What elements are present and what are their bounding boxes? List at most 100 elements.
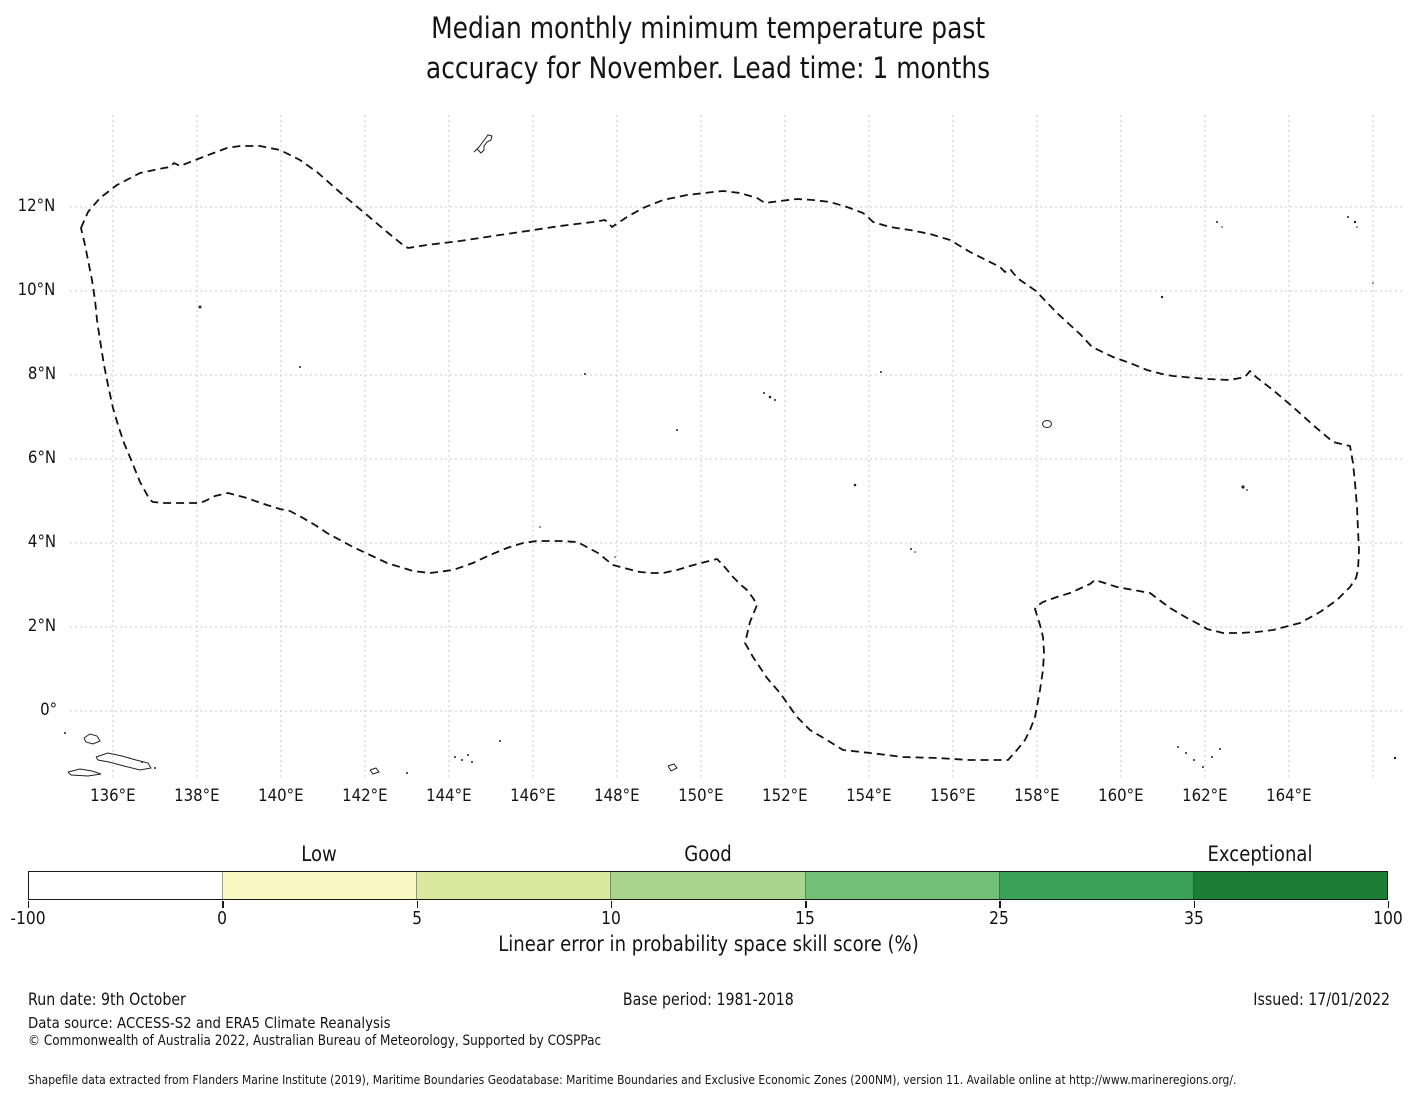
island-dot [198, 305, 202, 309]
island-dot [1211, 756, 1213, 758]
lon-tick-label: 162°E [1182, 786, 1228, 806]
island-outline [369, 767, 380, 775]
lon-tick-label: 152°E [762, 786, 808, 806]
island-dot [774, 399, 776, 401]
lon-tick-label: 142°E [342, 786, 388, 806]
colorbar-tick-mark [416, 901, 418, 908]
colorbar-segment [610, 872, 805, 899]
island-dot [910, 548, 912, 550]
island-outline [83, 733, 101, 745]
lon-tick-label: 148°E [594, 786, 640, 806]
island-dot [584, 373, 586, 375]
grid-lines [70, 115, 1404, 778]
lon-tick-label: 136°E [90, 786, 136, 806]
island-dot [471, 761, 473, 763]
colorbar-tick-mark [28, 901, 30, 908]
lon-tick-label: 146°E [510, 786, 556, 806]
eez-boundary [80, 145, 1360, 761]
island-dot [1372, 282, 1374, 284]
colorbar-tick-mark [805, 901, 807, 908]
legend-zone-label-good: Good [684, 842, 732, 866]
islands-layer [64, 134, 1397, 777]
lat-tick-label: 4°N [27, 532, 57, 552]
island-dot [880, 371, 882, 373]
lon-tick-label: 144°E [426, 786, 472, 806]
lon-tick-label: 138°E [174, 786, 220, 806]
island-ring [1042, 420, 1052, 428]
island-dot [1185, 752, 1187, 754]
island-dot [768, 395, 772, 399]
island-outline [95, 752, 152, 771]
island-dot [461, 759, 463, 761]
island-dot [1216, 221, 1218, 223]
colorbar-tick-label: 5 [411, 908, 422, 929]
colorbar-segment [998, 872, 1193, 899]
lon-tick-label: 150°E [678, 786, 724, 806]
issued-date: Issued: 17/01/2022 [1253, 990, 1390, 1009]
island-dot [853, 483, 857, 487]
island-dot [454, 756, 456, 758]
legend-zone-label-low: Low [301, 842, 337, 866]
base-period: Base period: 1981-2018 [622, 990, 794, 1009]
island-dot [1347, 216, 1349, 218]
island-dot [1246, 489, 1248, 491]
eez-boundary-layer [80, 145, 1360, 761]
colorbar-tick-label: 25 [989, 908, 1010, 929]
island-dot [154, 767, 156, 769]
colorbar-tick-mark [610, 901, 613, 908]
island-dot [406, 772, 408, 774]
island-dot [914, 551, 916, 553]
island-dot [467, 754, 469, 756]
island-dot [763, 392, 765, 394]
island-dot [1219, 748, 1221, 750]
colorbar-segment [804, 872, 999, 899]
island-dot [539, 526, 541, 528]
island-dot [1393, 756, 1397, 760]
run-date: Run date: 9th October [28, 990, 186, 1009]
colorbar-tick-label: 100 [1373, 908, 1403, 929]
lon-tick-label: 154°E [846, 786, 892, 806]
colorbar-caption: Linear error in probability space skill … [497, 932, 919, 956]
data-source: Data source: ACCESS-S2 and ERA5 Climate … [28, 1014, 391, 1032]
colorbar-tick-mark [1193, 901, 1196, 908]
lat-tick-label: 0° [39, 700, 57, 720]
colorbar-segment [29, 872, 223, 899]
colorbar-tick-mark [1388, 901, 1390, 908]
lat-tick-label: 8°N [27, 364, 57, 384]
colorbar-tick-label: 0 [217, 908, 228, 929]
colorbar-tick-label: 35 [1183, 908, 1204, 929]
island-outline [473, 134, 493, 154]
island-dot [1241, 485, 1245, 489]
island-dot [1353, 220, 1357, 224]
island-outline [67, 768, 102, 777]
chart-title: Median monthly minimum temperature past … [0, 8, 1416, 88]
island-outline [667, 763, 678, 772]
chart-title-line1: Median monthly minimum temperature past [430, 11, 986, 45]
colorbar-tick-label: -100 [10, 908, 46, 929]
colorbar-segment [222, 872, 417, 899]
island-dot [299, 366, 301, 368]
colorbar-tick-label: 10 [600, 908, 621, 929]
chart-title-line2: accuracy for November. Lead time: 1 mont… [425, 51, 991, 85]
lon-tick-label: 164°E [1266, 786, 1312, 806]
island-dot [1160, 295, 1164, 299]
colorbar [28, 871, 1388, 900]
lon-tick-label: 156°E [930, 786, 976, 806]
island-dot [1177, 746, 1179, 748]
colorbar-segment [1192, 872, 1387, 899]
island-dot [614, 556, 616, 558]
shapefile-attribution: Shapefile data extracted from Flanders M… [28, 1072, 1237, 1087]
lon-tick-label: 158°E [1014, 786, 1060, 806]
island-dot [64, 732, 66, 734]
lat-tick-label: 10°N [17, 280, 56, 300]
lon-tick-label: 140°E [258, 786, 304, 806]
legend-zone-label-exceptional: Exceptional [1207, 842, 1313, 866]
island-dot [1193, 759, 1195, 761]
island-dot [1221, 226, 1223, 228]
lat-tick-label: 6°N [27, 448, 57, 468]
colorbar-tick-mark [222, 901, 224, 908]
lat-tick-label: 2°N [27, 616, 57, 636]
island-dot [499, 740, 501, 742]
map-canvas [64, 115, 1404, 778]
